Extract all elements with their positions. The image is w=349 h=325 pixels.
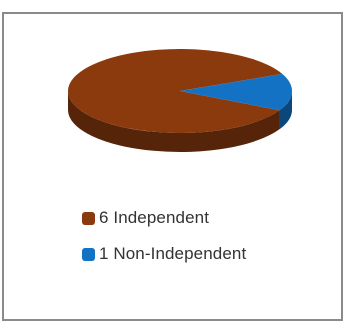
legend-swatch-independent xyxy=(82,211,95,225)
pie-side-independent xyxy=(68,91,280,152)
pie-top-faces xyxy=(67,48,292,133)
legend-item-independent: 6 Independent xyxy=(82,200,246,236)
pie-side-non-independent xyxy=(279,91,292,130)
legend-item-non-independent: 1 Non-Independent xyxy=(82,236,246,272)
pie-slice-non-independent xyxy=(180,73,292,111)
pie-chart xyxy=(67,48,292,152)
legend-swatch-non-independent xyxy=(82,247,95,261)
pie-side-walls xyxy=(68,91,292,152)
pie-slice-independent xyxy=(67,48,283,133)
chart-legend: 6 Independent 1 Non-Independent xyxy=(82,200,246,272)
legend-label-non-independent: 1 Non-Independent xyxy=(99,244,247,263)
legend-label-independent: 6 Independent xyxy=(99,208,210,227)
